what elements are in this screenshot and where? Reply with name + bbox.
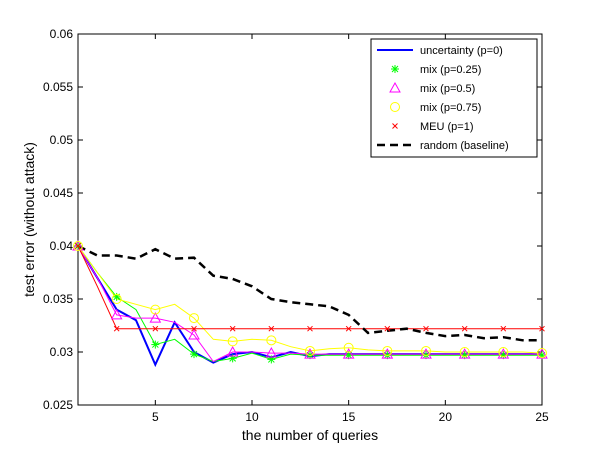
data-point-marker	[384, 325, 391, 332]
data-point-marker	[268, 325, 275, 332]
data-point-marker	[113, 325, 120, 332]
data-point-marker	[342, 348, 355, 359]
axis-ticks: 5 10 15 20 25 0.025 0.03 0.035 0.04 0.045 0.05 0.05…	[43, 27, 549, 424]
data-point-marker	[151, 340, 160, 349]
data-point-marker	[459, 347, 470, 357]
data-point-marker	[229, 325, 236, 332]
legend-item: MEU (p=1)	[392, 121, 474, 133]
data-point-marker	[343, 342, 354, 353]
legend-marker-swatch	[390, 102, 400, 112]
x-tick-label: 25	[535, 410, 549, 424]
data-point-marker	[539, 325, 545, 332]
data-point-marker	[500, 325, 507, 332]
data-point-marker	[498, 347, 509, 357]
y-tick-label: 0.025	[43, 398, 73, 412]
x-tick-label: 5	[152, 410, 159, 424]
data-point-marker	[149, 312, 162, 323]
y-tick-label: 0.055	[43, 80, 73, 94]
legend-marker-swatch	[392, 123, 398, 129]
x-tick-label: 15	[342, 410, 356, 424]
data-point-marker	[497, 348, 510, 359]
data-point-marker	[226, 345, 239, 357]
legend-label: mix (p=0.5)	[420, 83, 475, 95]
data-point-marker	[423, 325, 429, 332]
legend-item: mix (p=0.75)	[390, 102, 481, 114]
legend-item: uncertainty (p=0)	[377, 45, 503, 57]
data-point-marker	[265, 347, 278, 358]
legend-marker-swatch	[391, 65, 399, 73]
y-tick-label: 0.03	[50, 345, 74, 359]
data-point-marker	[420, 348, 432, 359]
legend-item: mix (p=0.25)	[391, 64, 481, 76]
x-tick-label: 20	[439, 410, 453, 424]
y-tick-label: 0.045	[43, 186, 73, 200]
legend-item: random (baseline)	[377, 140, 509, 152]
data-point-marker	[75, 243, 81, 249]
legend-item: mix (p=0.5)	[389, 81, 475, 95]
data-point-marker	[111, 294, 122, 304]
y-tick-label: 0.06	[50, 27, 74, 41]
data-point-marker	[536, 348, 548, 359]
data-point-marker	[382, 345, 393, 356]
data-point-marker	[537, 348, 547, 359]
data-point-marker	[150, 304, 161, 315]
x-tick-label: 10	[245, 410, 259, 424]
series-line-5	[77, 244, 542, 342]
y-axis-label: test error (without attack)	[21, 142, 37, 297]
data-point-marker	[305, 345, 315, 356]
legend-box	[370, 38, 538, 158]
data-point-marker	[73, 241, 83, 251]
data-point-marker	[461, 325, 468, 332]
data-point-marker	[458, 348, 471, 359]
data-point-marker	[304, 348, 316, 359]
legend-label: random (baseline)	[420, 140, 509, 152]
data-point-marker	[266, 335, 277, 346]
data-point-marker	[152, 325, 159, 332]
data-point-marker	[345, 325, 352, 332]
data-point-marker	[190, 350, 198, 359]
y-tick-label: 0.04	[50, 239, 74, 253]
data-point-marker	[381, 348, 394, 359]
data-point-marker	[421, 345, 431, 356]
data-point-marker	[307, 325, 313, 332]
legend-marker-swatch	[389, 81, 401, 93]
legend-label: uncertainty (p=0)	[420, 45, 503, 57]
legend-label: MEU (p=1)	[420, 121, 474, 133]
y-tick-label: 0.05	[50, 133, 74, 147]
data-point-marker	[188, 329, 200, 340]
data-point-marker	[189, 313, 199, 324]
x-axis-label: the number of queries	[242, 427, 378, 443]
y-tick-label: 0.035	[43, 292, 73, 306]
legend: uncertainty (p=0) mix (p=0.25) mix (p=0.5)…	[370, 38, 538, 158]
data-point-marker	[110, 308, 123, 320]
data-point-marker	[191, 325, 197, 332]
legend-label: mix (p=0.75)	[420, 102, 481, 114]
series-markers	[72, 239, 548, 364]
data-point-marker	[227, 336, 238, 347]
legend-label: mix (p=0.25)	[420, 64, 481, 76]
